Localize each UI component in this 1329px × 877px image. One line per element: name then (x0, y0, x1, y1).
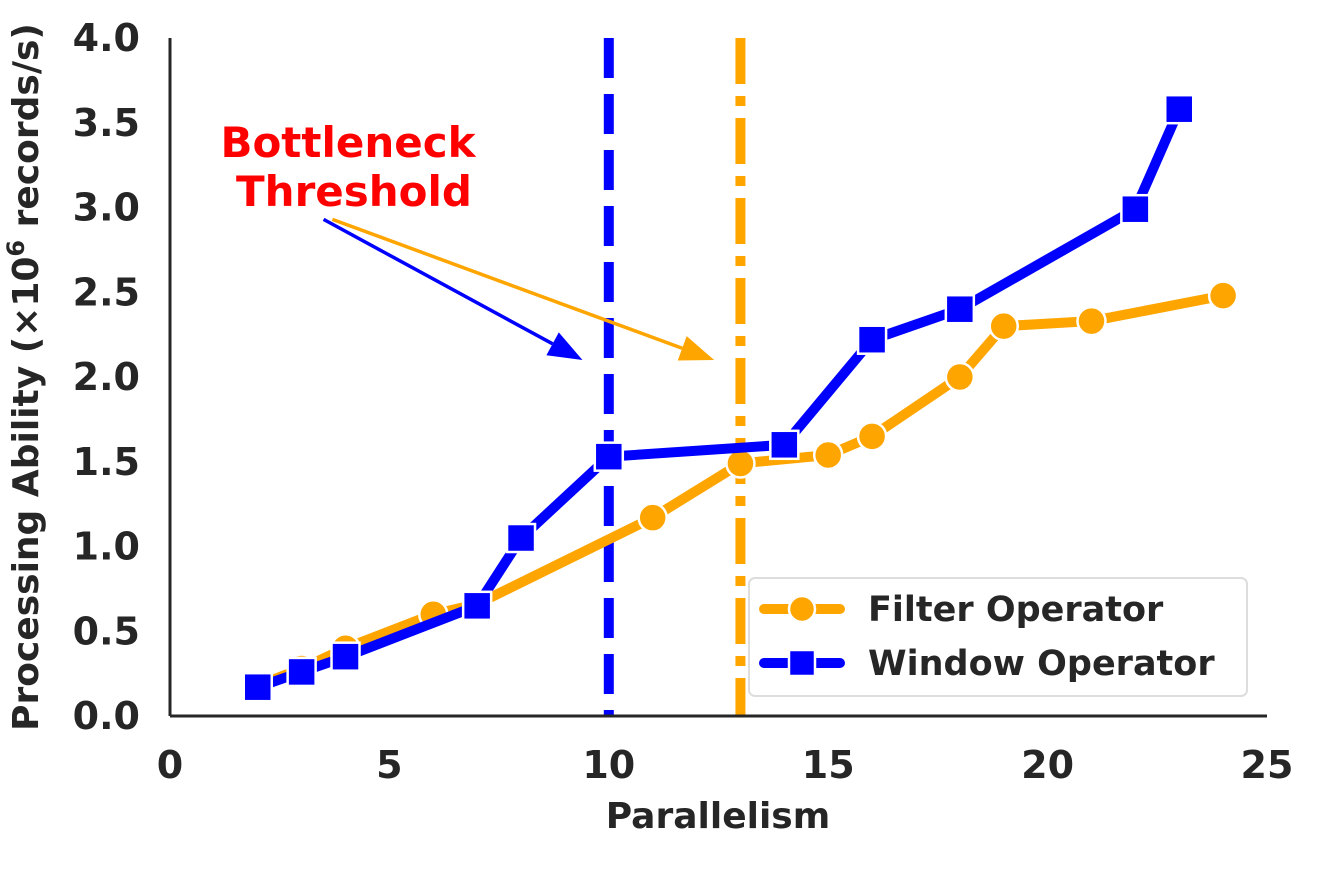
x-tick-label: 15 (802, 743, 855, 787)
legend-label: Window Operator (868, 644, 1215, 684)
legend-item: Window Operator (759, 644, 1215, 684)
data-point (1120, 193, 1151, 225)
annotation-line-1: Bottleneck (220, 118, 476, 167)
arrow-head (546, 332, 583, 361)
y-tick-label: 2.5 (73, 270, 140, 314)
arrow-shaft (322, 217, 554, 346)
data-point (856, 421, 888, 452)
data-point (1207, 280, 1239, 311)
y-tick-label: 1.0 (73, 525, 140, 569)
data-point (1163, 93, 1195, 125)
y-tick-label: 3.0 (73, 186, 140, 230)
y-tick-label: 4.0 (73, 16, 140, 60)
series-layer (242, 93, 1239, 703)
y-axis-title-superscript: 6 (2, 240, 30, 257)
data-point (944, 361, 976, 393)
x-tick-label: 0 (157, 743, 183, 787)
legend-label: Filter Operator (868, 590, 1164, 630)
data-point (242, 671, 274, 703)
legend-swatch-marker (787, 594, 817, 624)
data-point (1076, 305, 1107, 337)
legend-frame (748, 577, 1248, 697)
annotation-arrows (322, 217, 715, 361)
annotation-arrow (322, 217, 583, 361)
y-tick-label: 1.5 (73, 440, 140, 484)
threshold-lines (603, 38, 746, 716)
data-point (988, 310, 1019, 342)
data-point (725, 448, 756, 479)
y-axis-title-suffix: records/s) (6, 23, 47, 240)
data-point (812, 439, 844, 471)
data-point (505, 522, 537, 554)
data-point (461, 590, 493, 622)
y-ticks: 0.0 0.5 1.0 1.5 2.0 2.5 3.0 3.5 4.0 (73, 16, 140, 738)
x-ticks: 0 5 10 15 20 25 (157, 743, 1294, 787)
data-point (593, 441, 625, 472)
data-point (944, 293, 976, 325)
legend: Filter Operator Window Operator (748, 577, 1248, 697)
x-tick-label: 20 (1021, 743, 1074, 787)
data-point (637, 502, 668, 533)
legend-item: Filter Operator (759, 590, 1164, 630)
y-tick-label: 3.5 (73, 101, 140, 145)
x-axis-title: Parallelism (606, 796, 830, 837)
arrow-shaft (331, 217, 683, 350)
y-tick-label: 0.0 (73, 694, 140, 738)
series-group (242, 93, 1195, 703)
data-point (330, 641, 361, 672)
annotation-arrow (331, 217, 715, 361)
data-point (769, 429, 800, 461)
x-tick-label: 5 (376, 743, 402, 787)
y-tick-label: 0.5 (73, 609, 140, 653)
x-tick-label: 25 (1241, 743, 1294, 787)
bottleneck-annotation: Bottleneck Threshold (220, 118, 476, 216)
arrow-head (677, 336, 715, 361)
data-point (286, 656, 317, 688)
y-tick-label: 2.0 (73, 355, 140, 399)
legend-swatch-marker (787, 648, 817, 678)
x-tick-label: 10 (582, 743, 635, 787)
y-axis-title: Processing Ability (×106 records/s) (2, 23, 47, 731)
data-point (856, 324, 888, 355)
annotation-line-2: Threshold (236, 167, 472, 216)
y-axis-title-prefix: Processing Ability (×10 (6, 257, 47, 731)
